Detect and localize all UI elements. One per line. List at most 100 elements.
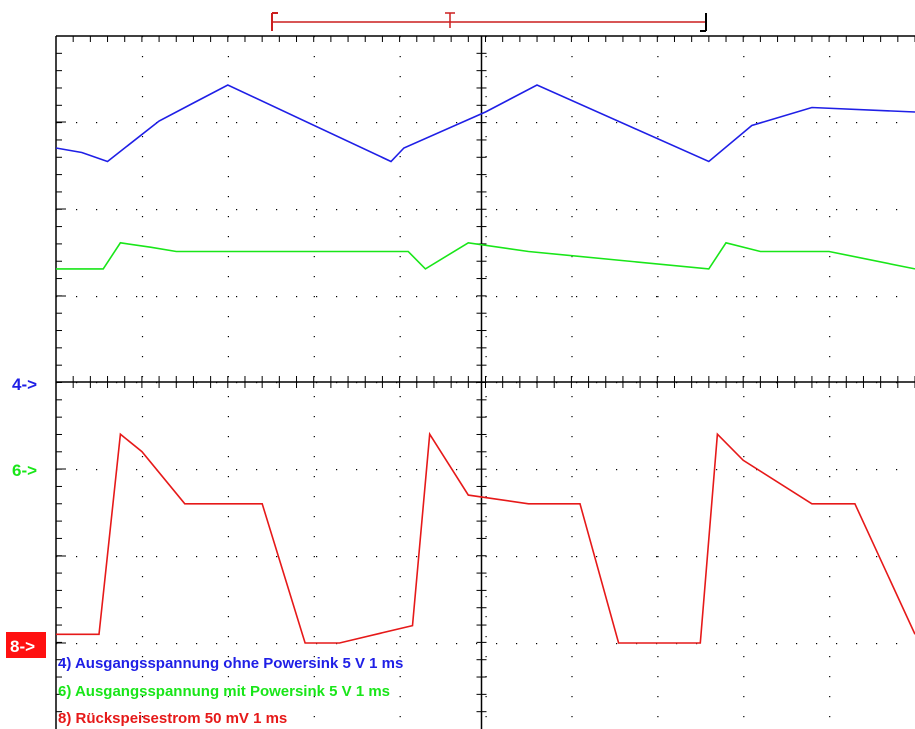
- grid-dot: [657, 456, 659, 458]
- grid-dot: [313, 176, 315, 178]
- grid-dot: [743, 676, 745, 678]
- grid-dot: [829, 536, 831, 538]
- traces: [55, 84, 915, 644]
- ch8-ground-marker[interactable]: 8->: [10, 637, 35, 656]
- grid-dot: [636, 382, 638, 384]
- grid-dot: [485, 236, 487, 238]
- grid-dot: [136, 469, 138, 471]
- grid-dot: [571, 456, 573, 458]
- grid-dot: [756, 122, 758, 124]
- grid-dot: [829, 76, 831, 78]
- grid-dot: [829, 456, 831, 458]
- grid-dot: [657, 216, 659, 218]
- grid-dot: [536, 469, 538, 471]
- grid-dot: [636, 209, 638, 211]
- grid-dot: [141, 576, 144, 578]
- grid-dot: [556, 556, 558, 558]
- grid-dot: [485, 396, 487, 398]
- grid-dot: [485, 256, 487, 258]
- grid-dot: [829, 496, 831, 498]
- grid-dot: [296, 556, 298, 558]
- grid-dot: [116, 209, 118, 211]
- grid-dot: [616, 469, 618, 471]
- grid-dot: [276, 209, 278, 211]
- grid-dot: [399, 296, 401, 298]
- grid-dot: [336, 209, 338, 211]
- grid-dot: [236, 122, 238, 124]
- grid-dot: [485, 136, 487, 138]
- grid-dot: [571, 636, 573, 638]
- grid-dot: [743, 576, 745, 578]
- grid-dot: [313, 656, 315, 658]
- grid-dot: [376, 556, 378, 558]
- grid-dot: [596, 122, 598, 124]
- grid-dot: [576, 296, 578, 298]
- grid-dot: [313, 376, 315, 378]
- grid-dot: [657, 176, 659, 178]
- grid-dot: [896, 469, 898, 471]
- grid-dot: [743, 76, 745, 78]
- grid-dot: [657, 436, 659, 438]
- grid-dot: [656, 556, 658, 558]
- grid-dot: [456, 209, 458, 211]
- ch4-ground-marker[interactable]: 4->: [12, 375, 37, 394]
- grid-dot: [96, 382, 98, 384]
- trace-ch4: [55, 84, 915, 163]
- grid-dot: [356, 556, 358, 558]
- grid-dot: [816, 209, 818, 211]
- grid-dot: [596, 556, 598, 558]
- grid-dot: [756, 556, 758, 558]
- grid-dot: [656, 296, 658, 298]
- grid-dot: [496, 382, 498, 384]
- grid-dot: [227, 656, 229, 658]
- time-cursor-bar[interactable]: [271, 12, 707, 32]
- grid-dot: [829, 176, 831, 178]
- grid-dot: [313, 156, 315, 158]
- grid-dot: [816, 382, 818, 384]
- grid-dot: [141, 56, 144, 58]
- grid-dot: [636, 469, 638, 471]
- grid-dot: [571, 696, 573, 698]
- grid-dot: [227, 216, 229, 218]
- grid-dot: [616, 122, 618, 124]
- grid-dot: [836, 469, 838, 471]
- grid-dot: [596, 469, 598, 471]
- grid-dot: [227, 56, 229, 58]
- ch8-ground-marker-box[interactable]: [6, 632, 46, 658]
- grid-dot: [227, 376, 229, 378]
- grid-dot: [736, 122, 738, 124]
- grid-dot: [313, 616, 315, 618]
- grid-dot: [829, 436, 831, 438]
- grid-dot: [796, 469, 798, 471]
- grid-dot: [227, 496, 229, 498]
- grid-dot: [829, 676, 831, 678]
- grid-dot: [796, 556, 798, 558]
- grid-dot: [636, 556, 638, 558]
- grid-dot: [636, 296, 638, 298]
- grid-dot: [756, 382, 758, 384]
- grid-dot: [736, 296, 738, 298]
- grid-dot: [396, 122, 398, 124]
- grid-dot: [576, 382, 578, 384]
- grid-dot: [396, 643, 398, 645]
- grid-dot: [399, 336, 401, 338]
- grid-dot: [485, 316, 487, 318]
- grid-dot: [657, 256, 659, 258]
- grid-dot: [356, 296, 358, 298]
- grid-dot: [657, 96, 659, 98]
- grid-dot: [76, 209, 78, 211]
- grid-dot: [596, 296, 598, 298]
- grid-dot: [696, 556, 698, 558]
- grid-dot: [716, 296, 718, 298]
- grid-dot: [485, 276, 487, 278]
- grid-dot: [136, 556, 138, 558]
- grid-dot: [743, 456, 745, 458]
- ch6-ground-marker[interactable]: 6->: [12, 461, 37, 480]
- grid-dot: [256, 556, 258, 558]
- grid-dot: [657, 416, 659, 418]
- grid-dot: [227, 396, 229, 398]
- grid-dot: [399, 116, 401, 118]
- grid-dot: [356, 382, 358, 384]
- grid-dot: [829, 616, 831, 618]
- grid-dot: [313, 216, 315, 218]
